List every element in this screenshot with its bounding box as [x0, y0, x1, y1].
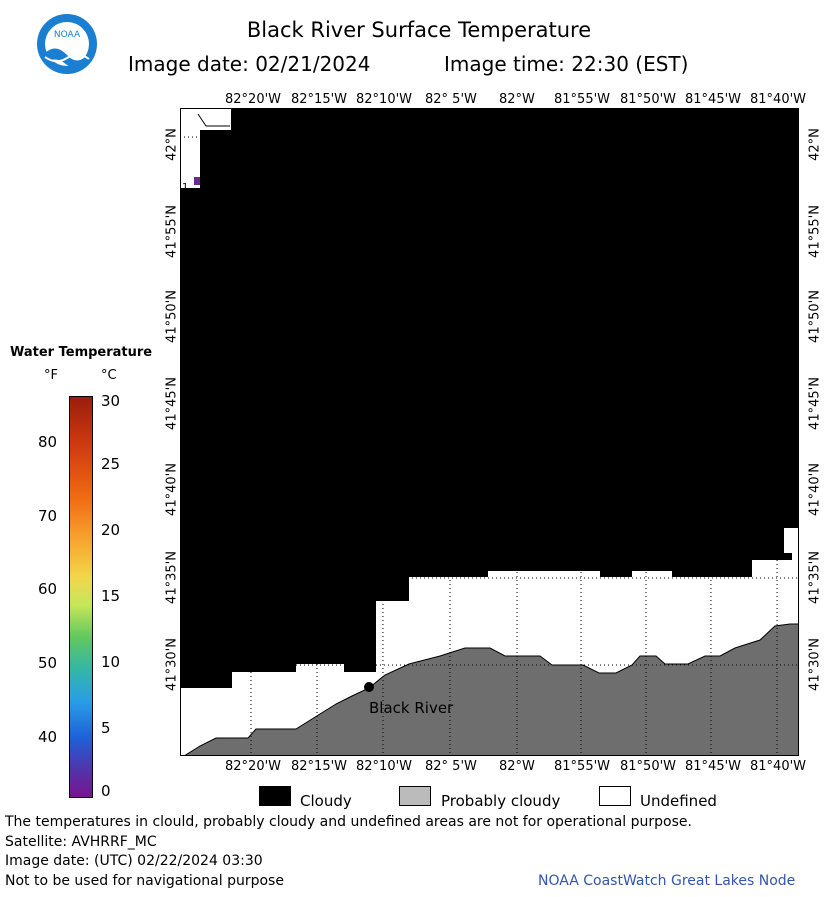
legend-label-cloudy: Cloudy	[300, 792, 352, 810]
c-tick: 5	[101, 719, 111, 737]
lon-label-bottom: 82°20'W	[225, 759, 282, 774]
colorbar-title: Water Temperature	[10, 345, 153, 360]
station-marker	[364, 682, 374, 692]
lon-label-bottom: 81°50'W	[620, 759, 677, 774]
colorbar-unit-c: °C	[101, 368, 117, 383]
c-tick: 30	[101, 392, 121, 410]
lat-label-left: 41°45'N	[164, 377, 180, 430]
c-tick: 0	[101, 782, 111, 800]
lon-label-bottom: 82°10'W	[356, 759, 413, 774]
lat-label-right: 42°N	[807, 128, 823, 161]
cloudy-area	[180, 108, 799, 688]
image-time: Image time: 22:30 (EST)	[444, 52, 689, 76]
lon-label-bottom: 81°55'W	[554, 759, 611, 774]
legend-swatch-cloudy	[259, 786, 291, 806]
lon-label-top: 82°15'W	[291, 92, 348, 107]
legend-swatch-undefined	[599, 786, 631, 806]
lon-label-bottom: 82°W	[499, 759, 535, 774]
footer-navigation-warning: Not to be used for navigational purpose	[5, 873, 284, 889]
edge-value: 1	[182, 182, 188, 193]
lat-label-right: 41°55'N	[807, 205, 823, 258]
lon-label-bottom: 81°40'W	[750, 759, 807, 774]
c-tick: 10	[101, 653, 121, 671]
noaa-logo: NOAA	[36, 13, 98, 75]
lon-label-top: 82° 5'W	[425, 92, 477, 107]
undefined-area	[180, 128, 200, 170]
legend-label-probably-cloudy: Probably cloudy	[441, 792, 561, 810]
lat-label-left: 41°30'N	[164, 638, 180, 691]
lat-label-right: 41°45'N	[807, 377, 823, 430]
lat-label-left: 41°35'N	[164, 551, 180, 604]
footer-credit: NOAA CoastWatch Great Lakes Node	[538, 873, 796, 889]
map-frame	[180, 108, 799, 756]
f-tick: 80	[38, 433, 58, 451]
footer-satellite: Satellite: AVHRRF_MC	[5, 834, 157, 850]
c-tick: 20	[101, 521, 121, 539]
lat-label-left: 41°50'N	[164, 290, 180, 343]
legend-swatch-probably-cloudy	[399, 786, 431, 806]
graticule	[180, 108, 799, 756]
lon-label-bottom: 82°15'W	[291, 759, 348, 774]
lon-label-top: 81°55'W	[554, 92, 611, 107]
f-tick: 60	[38, 580, 58, 598]
footer-disclaimer: The temperatures in clould, probably clo…	[5, 814, 692, 830]
footer-image-date-utc: Image date: (UTC) 02/22/2024 03:30	[5, 853, 263, 869]
lat-label-right: 41°35'N	[807, 551, 823, 604]
lat-label-right: 41°50'N	[807, 290, 823, 343]
lon-label-bottom: 81°45'W	[685, 759, 742, 774]
c-tick: 25	[101, 455, 121, 473]
lon-label-top: 82°W	[499, 92, 535, 107]
undefined-area	[180, 108, 231, 128]
lon-label-top: 82°20'W	[225, 92, 282, 107]
lat-label-left: 41°55'N	[164, 205, 180, 258]
logo-text: NOAA	[54, 30, 81, 40]
lat-label-left: 41°40'N	[164, 463, 180, 516]
legend-label-undefined: Undefined	[640, 792, 717, 810]
lon-label-bottom: 82° 5'W	[425, 759, 477, 774]
f-tick: 40	[38, 728, 58, 746]
lat-label-right: 41°40'N	[807, 463, 823, 516]
image-date: Image date: 02/21/2024	[128, 52, 371, 76]
c-tick: 15	[101, 587, 121, 605]
map-panel: 1 Black River	[180, 108, 799, 756]
station-label: Black River	[369, 699, 454, 717]
lon-label-top: 81°50'W	[620, 92, 677, 107]
f-tick: 50	[38, 654, 58, 672]
undefined-area	[784, 528, 799, 553]
colorbar-unit-f: °F	[44, 368, 58, 383]
f-tick: 70	[38, 507, 58, 525]
shoreline	[197, 113, 230, 127]
lat-label-right: 41°30'N	[807, 638, 823, 691]
lon-label-top: 82°10'W	[356, 92, 413, 107]
lon-label-top: 81°45'W	[685, 92, 742, 107]
lon-label-top: 81°40'W	[750, 92, 807, 107]
page-title: Black River Surface Temperature	[246, 18, 592, 42]
lat-label-left: 42°N	[164, 128, 180, 161]
colorbar	[69, 396, 93, 798]
temperature-pixel	[194, 177, 200, 185]
